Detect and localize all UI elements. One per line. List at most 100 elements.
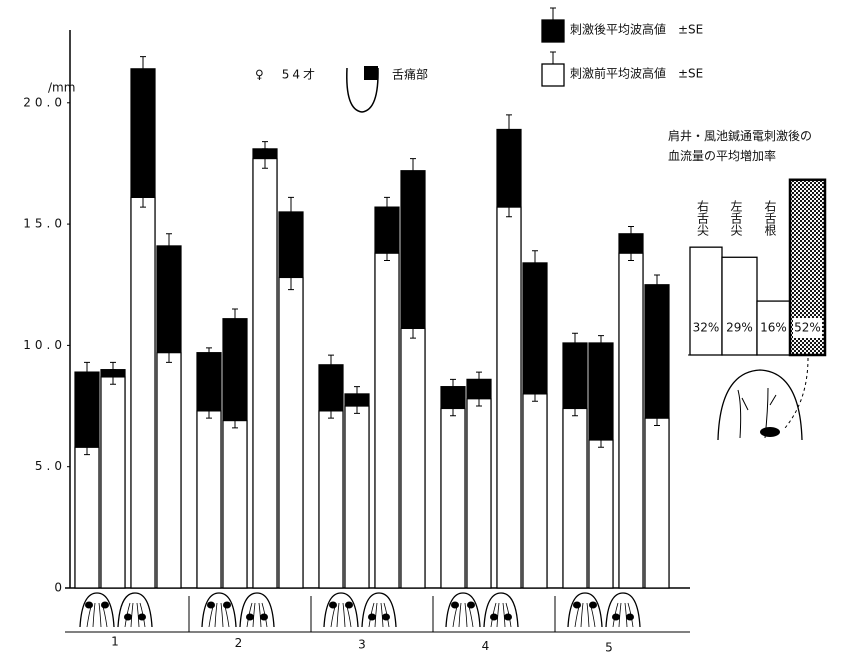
tongue-line bbox=[497, 603, 499, 627]
tongue-spot bbox=[626, 614, 634, 621]
tongue-spot bbox=[589, 602, 597, 609]
tongue-spot bbox=[345, 602, 353, 609]
bar bbox=[619, 253, 643, 588]
tongue-line bbox=[587, 603, 589, 627]
legend-label: 刺激前平均波高値 ±SE bbox=[570, 66, 703, 81]
bar bbox=[223, 421, 247, 588]
bar bbox=[375, 253, 399, 588]
chart: 05.010.015.020.0/mm12345刺激後平均波高値 ±SE刺激前平… bbox=[0, 0, 859, 654]
tongue-spot bbox=[329, 602, 337, 609]
tongue-icon bbox=[80, 593, 114, 627]
bar bbox=[75, 447, 99, 588]
tongue-spot bbox=[138, 614, 146, 621]
legend-label: 刺激後平均波高値 ±SE bbox=[570, 22, 703, 37]
tongue-icon bbox=[118, 593, 152, 627]
dashed-link bbox=[785, 358, 808, 428]
bar bbox=[197, 411, 221, 588]
bar bbox=[401, 328, 425, 588]
y-axis-label: /mm bbox=[48, 81, 75, 95]
annotation: ♀ 54才 bbox=[255, 68, 318, 82]
tongue-line bbox=[375, 603, 377, 627]
bar bbox=[319, 411, 343, 588]
inset-chart: 肩井・風池鍼通電刺激後の血流量の平均増加率32%右舌尖29%左舌尖16%右舌根5… bbox=[668, 128, 826, 441]
tongue-line bbox=[619, 603, 621, 627]
tongue-spot bbox=[223, 602, 231, 609]
inset-bar bbox=[722, 257, 757, 355]
tongue-spot bbox=[382, 614, 390, 621]
tongue-spot bbox=[490, 614, 498, 621]
tongue-spot bbox=[368, 614, 376, 621]
tongue-line bbox=[503, 603, 505, 627]
tongue-spot bbox=[85, 602, 93, 609]
inset-category: 右舌根 bbox=[763, 199, 777, 236]
tongue-icon bbox=[240, 593, 274, 627]
tongue-line bbox=[381, 603, 383, 627]
legend-swatch bbox=[542, 20, 564, 42]
y-tick-label: 20.0 bbox=[23, 95, 66, 109]
x-tick-label: 5 bbox=[605, 641, 613, 654]
inset-category: 左舌尖 bbox=[729, 199, 743, 236]
y-tick-label: 5.0 bbox=[35, 459, 66, 473]
tongue-spot bbox=[260, 614, 268, 621]
tongue-line bbox=[343, 603, 345, 627]
tongue-line bbox=[221, 603, 223, 627]
inset-spot bbox=[760, 427, 780, 437]
x-tick-label: 2 bbox=[235, 636, 243, 650]
legend-error bbox=[550, 52, 556, 64]
annotation: 舌痛部 bbox=[392, 67, 428, 82]
tongue-spot bbox=[246, 614, 254, 621]
tongue-line bbox=[625, 603, 627, 627]
bar bbox=[279, 277, 303, 588]
x-tick-label: 4 bbox=[482, 639, 490, 653]
bar bbox=[253, 159, 277, 588]
legend-error bbox=[550, 8, 556, 20]
tongue-icon bbox=[324, 593, 358, 627]
inset-value-label: 29% bbox=[726, 321, 753, 335]
x-tick-label: 3 bbox=[358, 638, 366, 652]
inset-tongue bbox=[718, 370, 802, 440]
tongue-spot bbox=[124, 614, 132, 621]
bar bbox=[157, 353, 181, 588]
y-tick-label: 10.0 bbox=[23, 338, 66, 352]
tongue-line bbox=[215, 603, 217, 627]
bar bbox=[131, 197, 155, 588]
bar bbox=[497, 207, 521, 588]
tongue-line bbox=[253, 603, 255, 627]
tongue-line bbox=[459, 603, 461, 627]
y-tick-label: 15.0 bbox=[23, 217, 66, 231]
bar bbox=[645, 418, 669, 588]
tongue-spot bbox=[612, 614, 620, 621]
bar bbox=[523, 394, 547, 588]
tongue-line bbox=[581, 603, 583, 627]
tongue-line bbox=[99, 603, 101, 627]
tongue-line bbox=[259, 603, 261, 627]
tongue-line bbox=[137, 603, 139, 627]
inset-value-label: 16% bbox=[760, 321, 787, 335]
bar bbox=[101, 377, 125, 588]
bar bbox=[563, 408, 587, 588]
bar bbox=[467, 399, 491, 588]
tongue-icon bbox=[484, 593, 518, 627]
tongue-icon bbox=[446, 593, 480, 627]
inset-value-label: 52% bbox=[794, 321, 821, 335]
tongue-spot bbox=[467, 602, 475, 609]
bar bbox=[589, 440, 613, 588]
tongue-spot bbox=[504, 614, 512, 621]
tongue-spot bbox=[101, 602, 109, 609]
inset-bar bbox=[690, 247, 722, 355]
bar bbox=[441, 408, 465, 588]
tongue-line bbox=[337, 603, 339, 627]
tongue-icon bbox=[202, 593, 236, 627]
tongue-line bbox=[465, 603, 467, 627]
tongue-spot bbox=[451, 602, 459, 609]
tongue-icon bbox=[362, 593, 396, 627]
tongue-icon bbox=[568, 593, 602, 627]
y-tick-label: 0 bbox=[54, 581, 66, 595]
tongue-line bbox=[93, 603, 95, 627]
tongue-line bbox=[131, 603, 133, 627]
inset-title: 肩井・風池鍼通電刺激後の血流量の平均増加率 bbox=[668, 128, 812, 163]
tongue-icon bbox=[606, 593, 640, 627]
legend-swatch bbox=[542, 64, 564, 86]
tongue-spot bbox=[207, 602, 215, 609]
